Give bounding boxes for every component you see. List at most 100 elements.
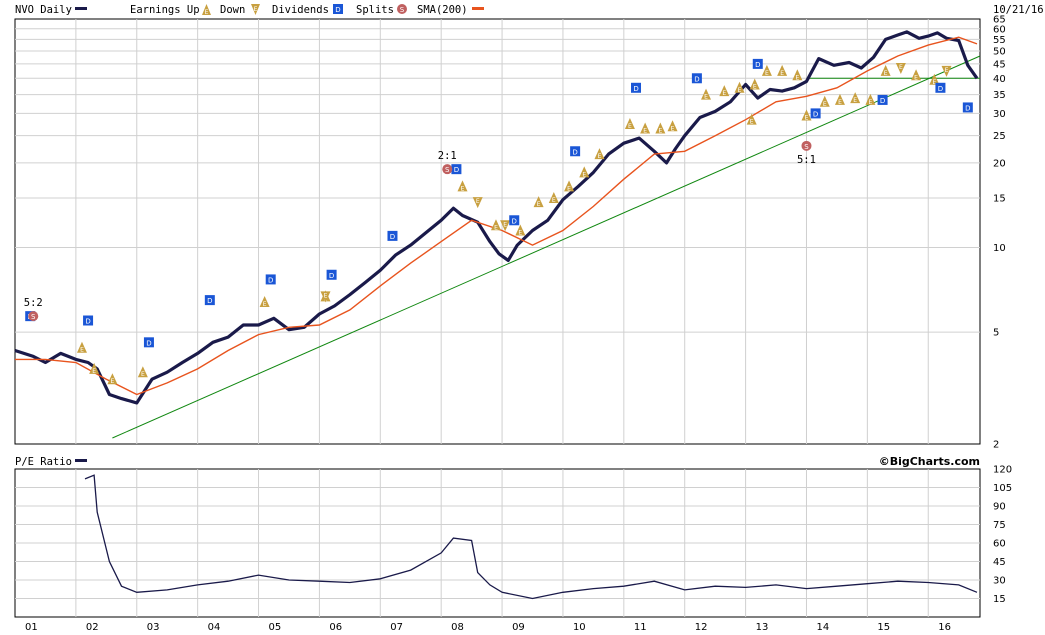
dividend-glyph: D <box>572 148 577 156</box>
earnings-up-triangle <box>749 78 760 90</box>
x-tick-label: 03 <box>147 622 160 633</box>
earnings-up-triangle <box>792 69 803 81</box>
earnings-up-glyph: E <box>795 74 799 81</box>
dividend-glyph: D <box>390 233 395 241</box>
earnings-up-triangle <box>761 64 772 76</box>
dividend-marker: D <box>387 230 398 241</box>
dividend-box <box>387 230 398 241</box>
earnings-up-glyph: E <box>823 101 827 108</box>
dividend-glyph: D <box>755 61 760 69</box>
sma-line-icon <box>472 7 484 10</box>
earnings-up-glyph: E <box>884 70 888 77</box>
earnings-up-marker: E <box>746 113 757 126</box>
earnings-up-marker: E <box>667 120 678 132</box>
earnings-up-marker: E <box>624 118 635 130</box>
x-tick-label: 08 <box>451 622 464 633</box>
price-y-tick-label: 10 <box>993 243 1006 254</box>
earnings-up-glyph: E <box>805 114 809 121</box>
earnings-up-triangle <box>655 122 666 134</box>
split-icon: S <box>397 4 407 14</box>
earnings-up-triangle <box>865 93 876 105</box>
chart-date: 10/21/16 <box>993 4 1044 16</box>
dividend-glyph: D <box>329 272 334 280</box>
earnings-down-glyph: E <box>899 64 903 71</box>
earnings-up-triangle <box>640 122 651 134</box>
earnings-up-glyph: E <box>750 119 754 126</box>
earnings-down-marker: E <box>895 63 906 75</box>
price-line <box>14 30 979 405</box>
earnings-up-glyph: E <box>111 378 115 385</box>
dividend-box <box>570 146 581 157</box>
earnings-up-triangle <box>667 120 678 132</box>
dividend-marker: D <box>752 58 763 69</box>
split-ratio-label: 5:2 <box>24 297 43 309</box>
earnings-up-marker: E <box>819 95 830 108</box>
price-y-tick-label: 50 <box>993 47 1006 58</box>
bigcharts-brand: ©BigCharts.com <box>879 455 980 468</box>
price-y-tick-label: 35 <box>993 90 1006 101</box>
earnings-down-glyph: E <box>503 221 507 228</box>
dividend-marker: D <box>935 82 946 93</box>
pe-series-swatch <box>75 459 87 462</box>
split-circle <box>801 140 812 151</box>
split-glyph: S <box>804 143 809 151</box>
earnings-up-triangle <box>880 64 891 76</box>
dividend-glyph: D <box>512 217 517 225</box>
earnings-up-marker: E <box>579 166 590 178</box>
earnings-up-triangle <box>579 166 590 178</box>
split-ratio-label: 2:1 <box>438 150 457 162</box>
earnings-up-marker: E <box>880 64 891 77</box>
earnings-up-triangle <box>548 192 559 204</box>
price-y-tick-label: 60 <box>993 24 1006 35</box>
price-plot-frame <box>14 18 981 445</box>
dividend-glyph: D <box>146 339 151 347</box>
earnings-up-triangle <box>734 81 745 93</box>
earnings-up-triangle <box>137 366 148 378</box>
earnings-up-marker: E <box>777 64 788 77</box>
dividend-box <box>962 102 973 113</box>
price-y-tick-label: 55 <box>993 35 1006 46</box>
symbol-label: NVO Daily <box>15 4 72 16</box>
dividend-marker: D <box>451 164 462 175</box>
split-marker: S 5:2 <box>24 297 43 322</box>
earnings-down-icon: E <box>251 4 260 15</box>
split-circle <box>442 164 453 175</box>
earnings-up-marker: E <box>548 192 559 204</box>
earnings-up-triangle <box>594 148 605 160</box>
dividend-marker: D <box>326 269 337 280</box>
dividend-marker: D <box>143 337 154 348</box>
price-y-tick-label: 45 <box>993 59 1006 70</box>
split-marker: S 5:1 <box>797 140 816 166</box>
earnings-up-glyph: E <box>753 84 757 91</box>
dividend-marker: D <box>962 102 973 113</box>
earnings-up-marker: E <box>457 180 468 192</box>
earnings-down-glyph: E <box>945 67 949 74</box>
earnings-up-marker: E <box>76 341 87 354</box>
dividend-box <box>143 337 154 348</box>
dividend-glyph: D <box>880 97 885 105</box>
split-glyph: S <box>445 166 450 174</box>
pe-y-tick-label: 75 <box>993 520 1006 531</box>
x-tick-label: 09 <box>512 622 525 633</box>
dividend-marker: D <box>631 82 642 93</box>
price-y-tick-label: 15 <box>993 194 1006 205</box>
earnings-up-glyph: E <box>838 99 842 106</box>
earnings-up-triangle <box>624 118 635 130</box>
earnings-down-triangle <box>472 197 483 209</box>
earnings-up-marker: E <box>107 373 118 385</box>
earnings-up-triangle <box>533 196 544 208</box>
earnings-up-marker: E <box>850 92 861 104</box>
earnings-up-marker: E <box>640 122 651 135</box>
earnings-up-triangle <box>89 362 100 374</box>
pe-y-tick-label: 105 <box>993 483 1012 494</box>
earnings-up-marker: E <box>490 219 501 231</box>
dividend-box <box>265 274 276 285</box>
earnings-down-marker: E <box>941 65 952 77</box>
earnings-up-triangle <box>515 224 526 236</box>
split-ratio-label: 5:1 <box>797 154 816 166</box>
earnings-up-marker: E <box>564 180 575 192</box>
price-y-tick-label: 5 <box>993 328 999 339</box>
earnings-up-marker: E <box>734 81 745 94</box>
earnings-up-icon: E <box>202 4 211 16</box>
price-y-tick-label: 25 <box>993 131 1006 142</box>
